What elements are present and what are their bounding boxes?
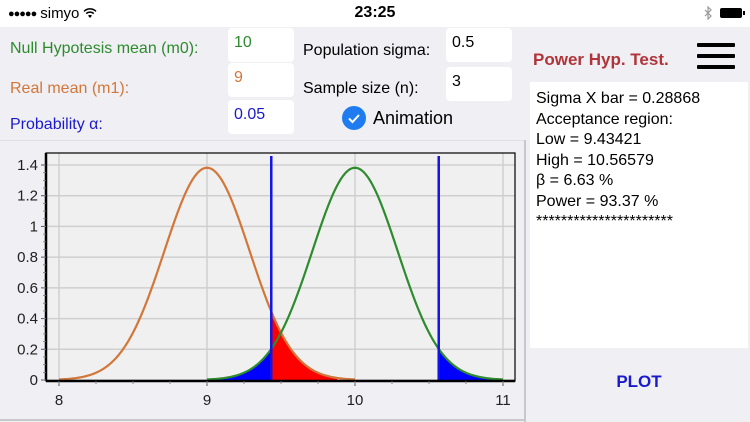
result-power: Power = 93.37 % [536,192,659,210]
result-sigma-xbar: Sigma X bar = 0.28868 [536,90,701,107]
hamburger-menu-icon[interactable] [697,43,735,69]
sample-size-label: Sample size (n): [303,80,419,97]
result-beta: β = 6.63 % [536,172,614,189]
wifi-icon [83,8,97,18]
divider [524,140,526,422]
checkmark-icon[interactable] [342,106,366,130]
sigma-input[interactable]: 0.5 [446,28,512,62]
x-tick-label: 11 [495,392,511,409]
result-acceptance-heading: Acceptance region: [536,110,673,128]
result-separator: ********************** [536,213,673,230]
y-tick-label: 1.4 [17,157,38,174]
y-tick-label: 1.2 [17,188,38,205]
divider [0,140,524,141]
bluetooth-icon [704,6,712,20]
null-mean-curve [206,166,504,381]
animation-label: Animation [373,107,454,128]
m0-input[interactable]: 10 [228,28,294,62]
results-panel: Sigma X bar = 0.28868 Acceptance region:… [530,82,748,348]
sample-size-input[interactable]: 3 [446,67,512,101]
m1-label: Real mean (m1): [10,80,130,97]
status-time: 23:25 [354,4,396,21]
alpha-region-high [438,348,493,380]
real-mean-curve [58,166,356,381]
plot-button[interactable]: PLOT [616,372,662,391]
alpha-input[interactable]: 0.05 [228,100,294,134]
x-tick-label: 10 [347,392,364,409]
result-low: Low = 9.43421 [536,131,642,148]
x-tick-label: 8 [55,392,63,409]
animation-toggle[interactable]: Animation [342,106,453,130]
alpha-label: Probability α: [10,116,103,133]
carrier-name: simyo [40,5,80,22]
status-bar: ●●●●● simyo 23:25 [0,0,750,27]
signal-strength-icon: ●●●●● [8,7,37,20]
divider [0,419,524,421]
y-tick-label: 0.6 [17,280,38,297]
m0-label: Null Hypotesis mean (m0): [10,40,199,57]
m1-input[interactable]: 9 [228,63,294,97]
y-tick-label: 0.4 [17,311,38,328]
result-high: High = 10.56579 [536,151,654,169]
app-title: Power Hyp. Test. [533,50,669,69]
x-tick-label: 9 [203,392,211,409]
y-tick-label: 0.2 [17,341,38,358]
alpha-region-low [214,348,272,380]
power-distribution-chart: 0 0.2 0.4 0.6 0.8 1 1.2 1.4 8 9 10 11 [17,152,516,409]
y-tick-label: 0 [30,372,38,389]
y-tick-label: 1 [30,218,38,235]
y-tick-label: 0.8 [17,249,38,266]
beta-region [271,311,338,380]
battery-icon [720,8,745,18]
sigma-label: Population sigma: [303,42,431,59]
